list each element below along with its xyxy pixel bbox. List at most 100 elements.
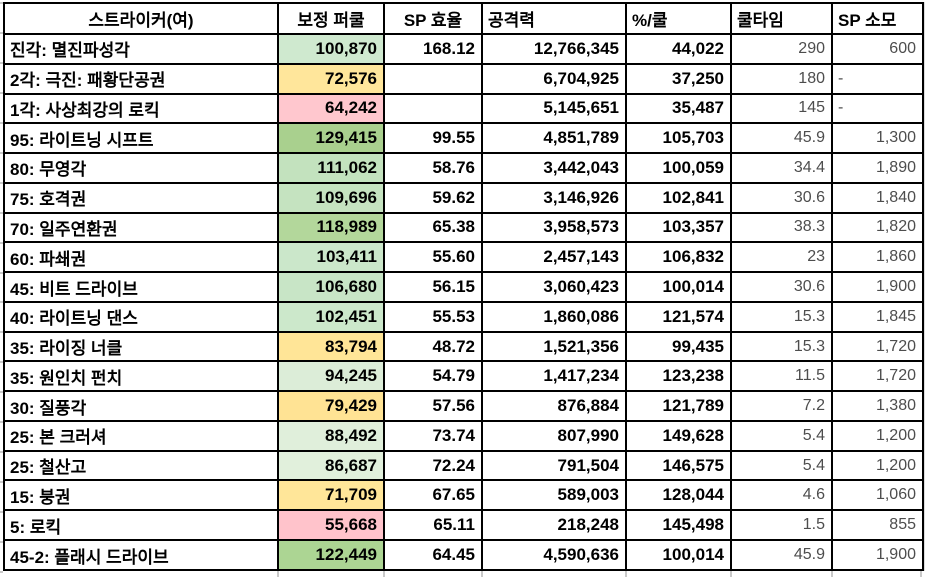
skill-name-cell[interactable]: 95: 라이트닝 시프트	[3, 122, 279, 155]
adjusted-percool-cell[interactable]: 111,062	[277, 152, 385, 184]
skill-name-cell[interactable]: 45: 비트 드라이브	[3, 271, 279, 303]
skill-name-cell[interactable]: 1각: 사상최강의 로킥	[3, 92, 279, 125]
adjusted-percool-cell[interactable]: 100,870	[277, 33, 385, 65]
sp-cost-cell[interactable]: 600	[831, 33, 924, 65]
attack-power-cell[interactable]: 3,958,573	[481, 211, 627, 244]
adjusted-percool-cell[interactable]: 109,696	[277, 181, 385, 214]
attack-power-cell[interactable]: 3,146,926	[481, 181, 627, 214]
sp-efficiency-cell[interactable]: 64.45	[383, 539, 483, 571]
attack-power-cell[interactable]: 2,457,143	[481, 241, 627, 274]
cooldown-cell[interactable]: 5.4	[730, 449, 833, 482]
skill-name-cell[interactable]: 진각: 멸진파성각	[3, 33, 279, 65]
adjusted-percool-cell[interactable]: 103,411	[277, 241, 385, 274]
attack-power-cell[interactable]: 3,060,423	[481, 271, 627, 303]
adjusted-percool-cell[interactable]: 79,429	[277, 390, 385, 422]
attack-power-cell[interactable]: 807,990	[481, 419, 627, 452]
pct-per-cooldown-cell[interactable]: 145,498	[625, 509, 732, 542]
cooldown-cell[interactable]: 7.2	[730, 390, 833, 422]
cooldown-cell[interactable]: 1.5	[730, 509, 833, 542]
pct-per-cooldown-cell[interactable]: 100,059	[625, 152, 732, 184]
col-header-sp-cost[interactable]: SP 소모	[831, 2, 924, 35]
skill-name-cell[interactable]: 60: 파쇄권	[3, 241, 279, 274]
attack-power-cell[interactable]: 1,521,356	[481, 330, 627, 363]
sp-efficiency-cell[interactable]	[383, 62, 483, 95]
cooldown-cell[interactable]: 5.4	[730, 419, 833, 452]
cooldown-cell[interactable]: 30.6	[730, 271, 833, 303]
sp-efficiency-cell[interactable]: 65.11	[383, 509, 483, 542]
sp-efficiency-cell[interactable]: 54.79	[383, 360, 483, 393]
pct-per-cooldown-cell[interactable]: 102,841	[625, 181, 732, 214]
adjusted-percool-cell[interactable]: 72,576	[277, 62, 385, 95]
col-header-striker[interactable]: 스트라이커(여)	[3, 2, 279, 35]
cooldown-cell[interactable]: 38.3	[730, 211, 833, 244]
sp-efficiency-cell[interactable]: 55.53	[383, 300, 483, 333]
cooldown-cell[interactable]: 34.4	[730, 152, 833, 184]
cooldown-cell[interactable]: 15.3	[730, 330, 833, 363]
cooldown-cell[interactable]: 180	[730, 62, 833, 95]
sp-cost-cell[interactable]: 1,845	[831, 300, 924, 333]
sp-cost-cell[interactable]: 1,720	[831, 360, 924, 393]
adjusted-percool-cell[interactable]: 122,449	[277, 539, 385, 571]
attack-power-cell[interactable]: 4,851,789	[481, 122, 627, 155]
sp-cost-cell[interactable]: 1,380	[831, 390, 924, 422]
pct-per-cooldown-cell[interactable]: 128,044	[625, 479, 732, 512]
attack-power-cell[interactable]: 1,417,234	[481, 360, 627, 393]
col-header-attack-power[interactable]: 공격력	[481, 2, 627, 35]
skill-name-cell[interactable]: 5: 로킥	[3, 509, 279, 542]
skill-name-cell[interactable]: 30: 질풍각	[3, 390, 279, 422]
sp-cost-cell[interactable]: 855	[831, 509, 924, 542]
adjusted-percool-cell[interactable]: 129,415	[277, 122, 385, 155]
attack-power-cell[interactable]: 12,766,345	[481, 33, 627, 65]
cooldown-cell[interactable]: 23	[730, 241, 833, 274]
sp-cost-cell[interactable]: 1,860	[831, 241, 924, 274]
adjusted-percool-cell[interactable]: 118,989	[277, 211, 385, 244]
sp-efficiency-cell[interactable]: 56.15	[383, 271, 483, 303]
attack-power-cell[interactable]: 791,504	[481, 449, 627, 482]
pct-per-cooldown-cell[interactable]: 99,435	[625, 330, 732, 363]
cooldown-cell[interactable]: 11.5	[730, 360, 833, 393]
skill-name-cell[interactable]: 35: 라이징 너클	[3, 330, 279, 363]
pct-per-cooldown-cell[interactable]: 105,703	[625, 122, 732, 155]
sp-efficiency-cell[interactable]: 48.72	[383, 330, 483, 363]
col-header-sp-efficiency[interactable]: SP 효율	[383, 2, 483, 35]
pct-per-cooldown-cell[interactable]: 44,022	[625, 33, 732, 65]
pct-per-cooldown-cell[interactable]: 35,487	[625, 92, 732, 125]
sp-cost-cell[interactable]: 1,200	[831, 419, 924, 452]
skill-name-cell[interactable]: 70: 일주연환권	[3, 211, 279, 244]
sp-cost-cell[interactable]: 1,300	[831, 122, 924, 155]
sp-efficiency-cell[interactable]: 99.55	[383, 122, 483, 155]
cooldown-cell[interactable]: 30.6	[730, 181, 833, 214]
pct-per-cooldown-cell[interactable]: 146,575	[625, 449, 732, 482]
sp-efficiency-cell[interactable]: 168.12	[383, 33, 483, 65]
sp-cost-cell[interactable]: 1,200	[831, 449, 924, 482]
attack-power-cell[interactable]: 218,248	[481, 509, 627, 542]
cooldown-cell[interactable]: 145	[730, 92, 833, 125]
sp-efficiency-cell[interactable]: 58.76	[383, 152, 483, 184]
adjusted-percool-cell[interactable]: 102,451	[277, 300, 385, 333]
sp-cost-cell[interactable]: 1,890	[831, 152, 924, 184]
skill-name-cell[interactable]: 2각: 극진: 패황단공권	[3, 62, 279, 95]
cooldown-cell[interactable]: 15.3	[730, 300, 833, 333]
sp-cost-cell[interactable]: 1,060	[831, 479, 924, 512]
adjusted-percool-cell[interactable]: 88,492	[277, 419, 385, 452]
sp-efficiency-cell[interactable]: 55.60	[383, 241, 483, 274]
pct-per-cooldown-cell[interactable]: 103,357	[625, 211, 732, 244]
col-header-cooldown[interactable]: 쿨타임	[730, 2, 833, 35]
sp-cost-cell[interactable]: 1,840	[831, 181, 924, 214]
cooldown-cell[interactable]: 290	[730, 33, 833, 65]
adjusted-percool-cell[interactable]: 106,680	[277, 271, 385, 303]
adjusted-percool-cell[interactable]: 55,668	[277, 509, 385, 542]
adjusted-percool-cell[interactable]: 64,242	[277, 92, 385, 125]
attack-power-cell[interactable]: 4,590,636	[481, 539, 627, 571]
col-header-pct-per-cool[interactable]: %/쿨	[625, 2, 732, 35]
pct-per-cooldown-cell[interactable]: 121,789	[625, 390, 732, 422]
sp-efficiency-cell[interactable]: 57.56	[383, 390, 483, 422]
sp-efficiency-cell[interactable]: 59.62	[383, 181, 483, 214]
pct-per-cooldown-cell[interactable]: 149,628	[625, 419, 732, 452]
sp-efficiency-cell[interactable]	[383, 92, 483, 125]
sp-cost-cell[interactable]: 1,900	[831, 271, 924, 303]
adjusted-percool-cell[interactable]: 86,687	[277, 449, 385, 482]
sp-efficiency-cell[interactable]: 73.74	[383, 419, 483, 452]
sp-cost-cell[interactable]: -	[831, 92, 924, 125]
pct-per-cooldown-cell[interactable]: 123,238	[625, 360, 732, 393]
